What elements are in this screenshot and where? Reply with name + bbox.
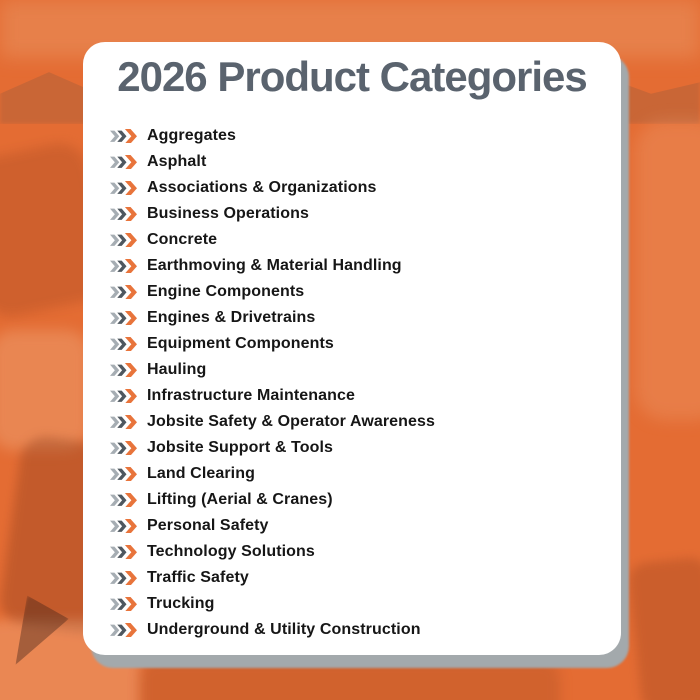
triple-chevron-right-icon: [110, 518, 139, 534]
category-label: Hauling: [147, 361, 207, 378]
category-label: Land Clearing: [147, 465, 255, 482]
triple-chevron-right-icon: [110, 492, 139, 508]
category-label: Earthmoving & Material Handling: [147, 257, 402, 274]
categories-card: 2026 Product Categories Aggregates Aspha…: [83, 42, 621, 655]
triple-chevron-right-icon: [110, 128, 139, 144]
triple-chevron-right-icon: [110, 544, 139, 560]
triple-chevron-right-icon: [110, 596, 139, 612]
list-item: Associations & Organizations: [110, 175, 613, 201]
list-item: Asphalt: [110, 149, 613, 175]
category-label: Equipment Components: [147, 335, 334, 352]
category-label: Business Operations: [147, 205, 309, 222]
triple-chevron-right-icon: [110, 362, 139, 378]
category-label: Engine Components: [147, 283, 305, 300]
list-item: Technology Solutions: [110, 539, 613, 565]
category-label: Aggregates: [147, 127, 237, 144]
category-label: Trucking: [147, 595, 215, 612]
category-label: Jobsite Safety & Operator Awareness: [147, 413, 436, 430]
list-item: Aggregates: [110, 123, 613, 149]
background-texture-shape: [140, 660, 560, 700]
category-label: Technology Solutions: [147, 543, 315, 560]
list-item: Personal Safety: [110, 513, 613, 539]
category-label: Traffic Safety: [147, 569, 249, 586]
background-flag-shape: [10, 595, 72, 674]
triple-chevron-right-icon: [110, 154, 139, 170]
category-label: Personal Safety: [147, 517, 269, 534]
background-texture-shape: [627, 556, 700, 700]
list-item: Jobsite Safety & Operator Awareness: [110, 409, 613, 435]
list-item: Equipment Components: [110, 331, 613, 357]
list-item: Business Operations: [110, 201, 613, 227]
triple-chevron-right-icon: [110, 206, 139, 222]
category-label: Associations & Organizations: [147, 179, 377, 196]
list-item: Traffic Safety: [110, 565, 613, 591]
background-texture-shape: [635, 120, 700, 420]
list-item: Hauling: [110, 357, 613, 383]
category-label: Jobsite Support & Tools: [147, 439, 334, 456]
list-item: Infrastructure Maintenance: [110, 383, 613, 409]
list-item: Land Clearing: [110, 461, 613, 487]
category-label: Lifting (Aerial & Cranes): [147, 491, 333, 508]
list-item: Lifting (Aerial & Cranes): [110, 487, 613, 513]
triple-chevron-right-icon: [110, 336, 139, 352]
category-list: Aggregates Asphalt Associations & Organi…: [110, 123, 613, 643]
category-label: Concrete: [147, 231, 218, 248]
category-label: Underground & Utility Construction: [147, 621, 421, 638]
list-item: Underground & Utility Construction: [110, 617, 613, 643]
list-item: Engine Components: [110, 279, 613, 305]
triple-chevron-right-icon: [110, 310, 139, 326]
triple-chevron-right-icon: [110, 622, 139, 638]
background-texture-shape: [0, 330, 90, 450]
triple-chevron-right-icon: [110, 258, 139, 274]
list-item: Jobsite Support & Tools: [110, 435, 613, 461]
category-label: Engines & Drivetrains: [147, 309, 316, 326]
triple-chevron-right-icon: [110, 180, 139, 196]
category-label: Asphalt: [147, 153, 207, 170]
triple-chevron-right-icon: [110, 414, 139, 430]
triple-chevron-right-icon: [110, 440, 139, 456]
list-item: Trucking: [110, 591, 613, 617]
list-item: Concrete: [110, 227, 613, 253]
triple-chevron-right-icon: [110, 388, 139, 404]
list-item: Earthmoving & Material Handling: [110, 253, 613, 279]
triple-chevron-right-icon: [110, 570, 139, 586]
category-label: Infrastructure Maintenance: [147, 387, 355, 404]
list-item: Engines & Drivetrains: [110, 305, 613, 331]
triple-chevron-right-icon: [110, 232, 139, 248]
triple-chevron-right-icon: [110, 466, 139, 482]
page-title: 2026 Product Categories: [117, 53, 588, 100]
triple-chevron-right-icon: [110, 284, 139, 300]
